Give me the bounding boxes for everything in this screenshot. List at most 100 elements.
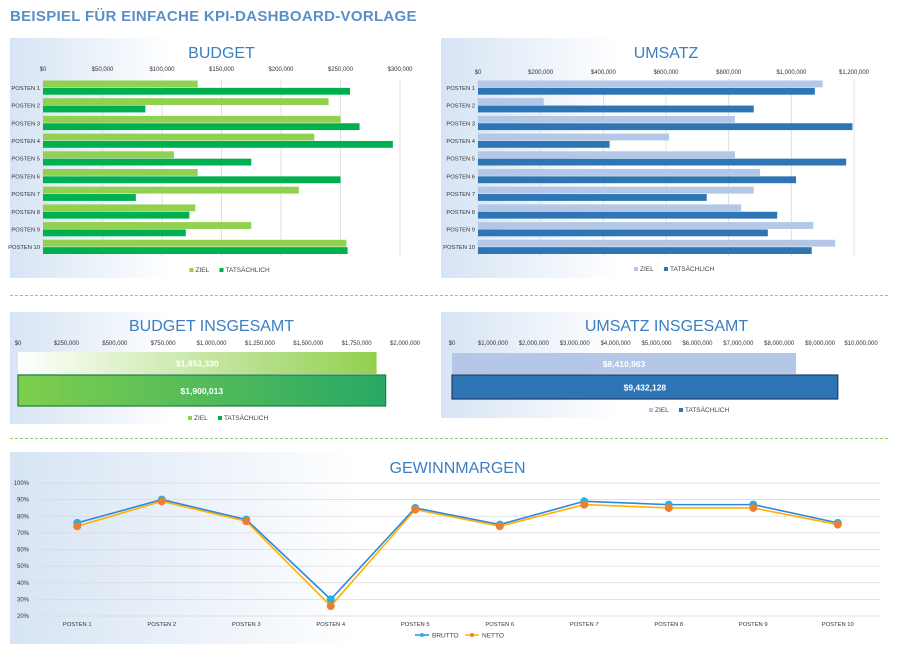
- x-tick-label: $250,000: [54, 341, 80, 347]
- x-tick-label: $5,000,000: [641, 341, 672, 347]
- category-label: POSTEN 4: [446, 139, 475, 145]
- bar-ziel-4: [43, 133, 315, 141]
- x-tick-label: $200,000: [268, 67, 294, 73]
- gewinnmargen-chart: GEWINNMARGEN 20% 30% 40% 50% 60% 70% 80% 90% 100%…: [14, 460, 880, 640]
- bar-tatsächlich-10: [478, 247, 812, 254]
- data-label-tatsächlich: $9,432,128: [624, 383, 667, 393]
- x-tick-label: $10,000,000: [844, 341, 878, 347]
- category-label: POSTEN 1: [11, 86, 40, 92]
- divider-bottom: [10, 438, 888, 439]
- point-netto-9: [749, 503, 758, 512]
- category-label: POSTEN 7: [11, 192, 40, 198]
- point-netto-6: [495, 522, 504, 531]
- point-netto-1: [73, 522, 82, 531]
- x-tick-label: $6,000,000: [682, 341, 713, 347]
- x-tick-label: $8,000,000: [764, 341, 795, 347]
- category-label: POSTEN 1: [63, 622, 92, 628]
- umsatz-total-panel: UMSATZ INSGESAMT $0 $1,000,000 $2,000,000 $3…: [441, 312, 888, 418]
- x-tick-label: $1,000,000: [478, 341, 509, 347]
- chart-title: UMSATZ INSGESAMT: [585, 318, 748, 335]
- category-label: POSTEN 8: [11, 210, 40, 216]
- legend-swatch-0: [649, 408, 653, 412]
- bar-total-tatsächlich: [451, 374, 839, 400]
- x-tick-label: $9,000,000: [805, 341, 836, 347]
- bar-total-tatsächlich: [17, 374, 387, 407]
- data-label-ziel: $1,853,330: [176, 359, 219, 369]
- bar-tatsächlich-2: [43, 105, 146, 113]
- bar-ziel-6: [43, 169, 198, 176]
- x-tick-label: $0: [40, 67, 47, 73]
- bar-tatsächlich-3: [478, 123, 853, 131]
- chart-title: UMSATZ: [634, 45, 699, 62]
- x-tick-label: $7,000,000: [723, 341, 754, 347]
- page-title: BEISPIEL FÜR EINFACHE KPI-DASHBOARD-VORL…: [10, 8, 417, 25]
- category-label: POSTEN 10: [8, 245, 40, 251]
- x-tick-label: $200,000: [528, 70, 554, 76]
- y-tick-label: 100%: [14, 481, 30, 487]
- x-tick-label: $1,250,000: [245, 341, 276, 347]
- category-label: POSTEN 6: [485, 622, 514, 628]
- bar-ziel-2: [478, 98, 544, 106]
- bar-tatsächlich-4: [478, 140, 610, 148]
- y-tick-label: 80%: [17, 514, 30, 520]
- x-tick-label: $100,000: [149, 67, 175, 73]
- legend-swatch-1: [218, 416, 222, 420]
- umsatz-chart-panel: UMSATZ $0 $200,000 $400,000 $600,000 $800,000…: [441, 38, 888, 278]
- category-label: POSTEN 3: [232, 622, 261, 628]
- bar-tatsächlich-4: [43, 140, 393, 148]
- series-line-brutto: [77, 498, 838, 601]
- point-brutto-4: [326, 595, 335, 604]
- category-label: POSTEN 4: [316, 622, 345, 628]
- y-tick-label: 30%: [17, 597, 30, 603]
- category-label: POSTEN 3: [11, 121, 40, 127]
- x-tick-label: $500,000: [102, 341, 128, 347]
- category-label: POSTEN 7: [446, 192, 475, 198]
- x-tick-label: $250,000: [328, 67, 354, 73]
- chart-title: GEWINNMARGEN: [390, 460, 526, 477]
- gewinnmargen-panel: GEWINNMARGEN 20% 30% 40% 50% 60% 70% 80% 90% 100%…: [10, 452, 888, 644]
- category-label: POSTEN 5: [401, 622, 430, 628]
- x-tick-label: $300,000: [387, 67, 413, 73]
- x-tick-label: $150,000: [209, 67, 235, 73]
- point-netto-5: [411, 505, 420, 514]
- bar-tatsächlich-6: [478, 176, 797, 184]
- budget-chart-panel: BUDGET $0 $50,000 $100,000 $150,000 $200,000 $…: [8, 38, 413, 278]
- bar-tatsächlich-3: [43, 123, 360, 131]
- point-netto-4: [326, 602, 335, 611]
- chart-title: BUDGET: [188, 45, 255, 62]
- category-label: POSTEN 2: [11, 104, 40, 110]
- bar-ziel-9: [43, 222, 252, 229]
- bar-ziel-5: [43, 151, 174, 159]
- x-tick-label: $2,000,000: [390, 341, 421, 347]
- data-label-ziel: $8,410,963: [603, 359, 646, 369]
- data-label-tatsächlich: $1,900,013: [181, 386, 224, 396]
- x-tick-label: $3,000,000: [560, 341, 591, 347]
- bar-ziel-3: [43, 115, 341, 123]
- category-label: POSTEN 8: [446, 210, 475, 216]
- x-tick-label: $1,500,000: [293, 341, 324, 347]
- bar-tatsächlich-8: [478, 211, 778, 219]
- legend-label-0: ZIEL: [640, 266, 654, 273]
- bar-tatsächlich-6: [43, 176, 341, 184]
- category-label: POSTEN 10: [822, 622, 854, 628]
- category-label: POSTEN 4: [11, 139, 40, 145]
- budget-total-panel: BUDGET INSGESAMT $0 $250,000 $500,000 $750,0…: [10, 312, 422, 424]
- x-tick-label: $1,000,000: [196, 341, 227, 347]
- chart-title: BUDGET INSGESAMT: [129, 318, 294, 335]
- bar-tatsächlich-7: [478, 194, 707, 201]
- bar-ziel-9: [478, 222, 814, 229]
- legend-swatch-1: [664, 267, 668, 271]
- y-tick-label: 60%: [17, 548, 30, 554]
- bar-ziel-8: [478, 204, 742, 212]
- category-label: POSTEN 6: [446, 174, 475, 180]
- x-tick-label: $1,000,000: [776, 70, 807, 76]
- category-label: POSTEN 9: [446, 227, 475, 233]
- budget-total-chart: BUDGET INSGESAMT $0 $250,000 $500,000 $750,0…: [15, 318, 421, 422]
- x-tick-label: $0: [475, 70, 482, 76]
- point-netto-3: [242, 517, 251, 526]
- bar-ziel-2: [43, 98, 329, 106]
- legend-label-1: TATSÄCHLICH: [670, 265, 714, 273]
- bar-ziel-5: [478, 151, 735, 159]
- category-label: POSTEN 6: [11, 174, 40, 180]
- x-tick-label: $600,000: [653, 70, 679, 76]
